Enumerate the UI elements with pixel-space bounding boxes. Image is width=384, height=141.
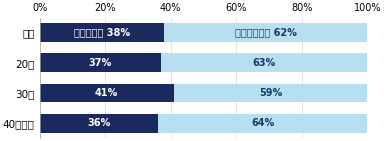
Text: 59%: 59% xyxy=(259,88,282,98)
Bar xyxy=(161,53,367,72)
Text: 63%: 63% xyxy=(253,58,276,68)
Bar xyxy=(40,84,174,103)
Text: 36%: 36% xyxy=(87,118,110,128)
Text: 64%: 64% xyxy=(251,118,274,128)
Bar xyxy=(164,23,367,42)
Text: 変わらない　 62%: 変わらない 62% xyxy=(235,27,297,38)
Text: 37%: 37% xyxy=(89,58,112,68)
Bar xyxy=(40,53,161,72)
Bar xyxy=(157,114,367,133)
Bar xyxy=(174,84,367,103)
Text: 変わった　 38%: 変わった 38% xyxy=(74,27,130,38)
Bar xyxy=(40,23,164,42)
Text: 41%: 41% xyxy=(95,88,118,98)
Bar xyxy=(40,114,157,133)
